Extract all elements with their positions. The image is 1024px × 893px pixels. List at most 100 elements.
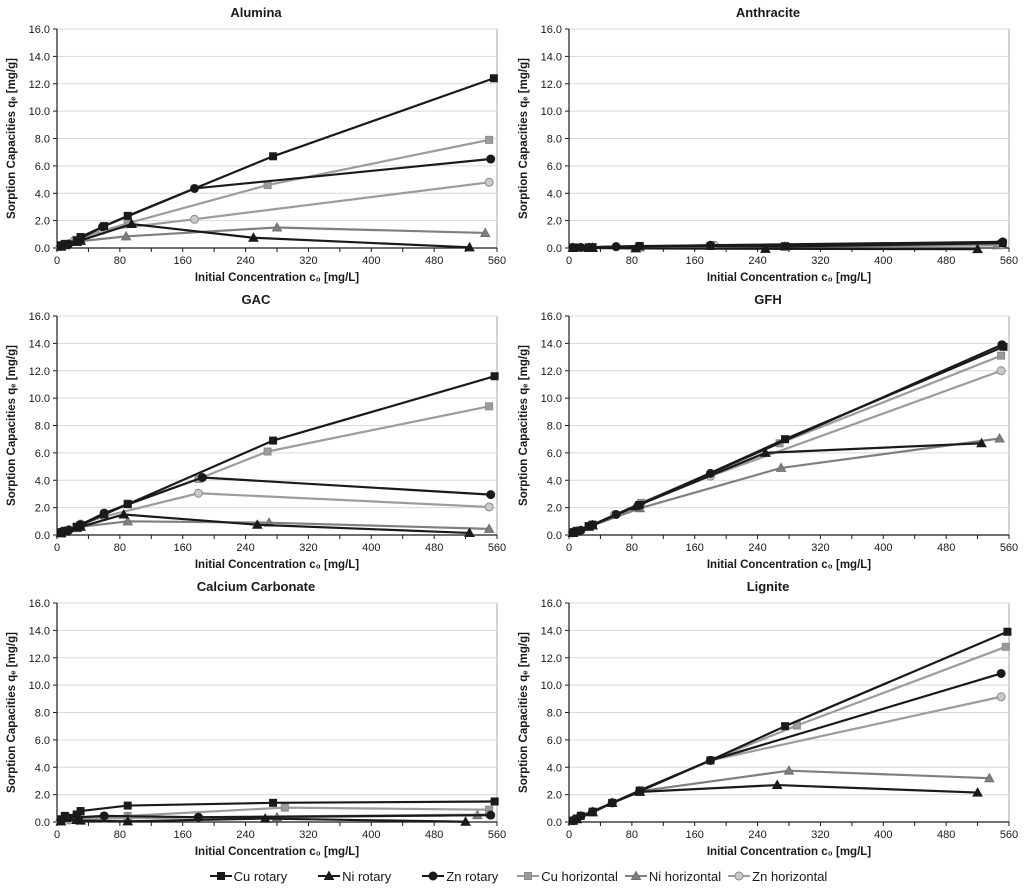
legend-item-cu-rotary: Cu rotary <box>209 869 287 884</box>
y-tick-label: 0.0 <box>35 817 50 829</box>
zn-rotary-marker <box>611 509 621 519</box>
zn-rotary-marker <box>486 490 496 500</box>
cu-horizontal-marker <box>280 803 289 812</box>
ni-rotary-marker <box>248 232 259 242</box>
series-zn-rotary <box>568 237 1008 253</box>
zn-rotary-marker <box>486 154 496 164</box>
x-tick-label: 560 <box>1000 542 1018 554</box>
ni-rotary-marker <box>760 243 771 253</box>
chart-title-calcium-carbonate: Calcium Carbonate <box>196 579 316 594</box>
legend-label-zn-rotary: Zn rotary <box>446 868 499 884</box>
ni-horizontal-marker <box>775 462 787 472</box>
zn-rotary-marker <box>611 242 621 252</box>
series-ni-rotary <box>55 218 475 252</box>
chart-title-anthracite: Anthracite <box>735 5 801 20</box>
series-zn-rotary <box>568 668 1006 826</box>
chart-panel-lignite: Lignite 0.0 2.0 4.0 6.0 8.0 10.0 12.0 14.0 16.0 0… <box>512 574 1024 861</box>
ni-horizontal-marker-icon <box>624 870 647 880</box>
x-tick-label: 80 <box>626 829 638 841</box>
cu-rotary-marker <box>269 152 278 161</box>
cu-horizontal-marker <box>1001 642 1010 651</box>
x-axis-title: Initial Concentration c₀ [mg/L] <box>195 272 359 284</box>
zn-rotary-marker <box>705 240 715 250</box>
x-tick-label: 560 <box>488 255 506 267</box>
zn-rotary-marker <box>607 798 617 808</box>
cu-rotary-marker <box>269 436 278 445</box>
y-tick-label: 0.0 <box>547 817 562 829</box>
y-axis-title: Sorption Capacities qₑ [mg/g] <box>6 58 18 219</box>
ni-rotary-marker <box>464 527 475 537</box>
x-tick-label: 320 <box>811 255 829 267</box>
zn-rotary-marker <box>56 815 66 825</box>
y-tick-label: 6.0 <box>35 448 50 460</box>
ni-rotary-marker <box>771 779 783 790</box>
cu-rotary-marker <box>490 372 499 381</box>
x-axis-title: Initial Concentration c₀ [mg/L] <box>707 272 871 284</box>
ni-rotary-marker <box>252 519 263 529</box>
x-tick-label: 0 <box>54 829 60 841</box>
x-axis: 0 80 160 240 320 400 480 560 <box>566 534 1018 554</box>
zn-rotary-marker <box>705 468 715 478</box>
cu-rotary-marker <box>490 797 499 806</box>
y-axis-title: Sorption Capacities qₑ [mg/g] <box>6 345 18 506</box>
legend-item-ni-horizontal: Ni horizontal <box>624 869 721 884</box>
x-tick-label: 160 <box>686 255 704 267</box>
x-tick-label: 160 <box>686 829 704 841</box>
ni-horizontal-marker <box>984 772 995 783</box>
x-tick-label: 480 <box>937 829 955 841</box>
ni-rotary-marker-icon <box>318 870 341 880</box>
x-tick-label: 320 <box>811 829 829 841</box>
y-tick-label: 0.0 <box>547 530 562 542</box>
ni-horizontal-marker <box>483 523 495 533</box>
y-tick-label: 0.0 <box>35 530 50 542</box>
y-tick-label: 2.0 <box>547 503 562 515</box>
chart-panel-alumina: Alumina 0.0 2.0 4.0 6.0 8.0 10.0 12.0 14.0 16.0 0… <box>0 0 512 287</box>
ni-rotary-marker <box>972 787 983 797</box>
y-tick-label: 14.0 <box>541 625 562 637</box>
legend-label-ni-horizontal: Ni horizontal <box>648 868 722 884</box>
cu-rotary-marker <box>489 74 498 83</box>
x-tick-label: 480 <box>937 542 955 554</box>
y-tick-label: 16.0 <box>541 311 562 323</box>
cu-rotary-marker-icon-glyph <box>216 872 225 880</box>
y-tick-label: 12.0 <box>541 653 562 665</box>
zn-horizontal-marker <box>484 177 494 187</box>
x-tick-label: 0 <box>54 255 60 267</box>
y-tick-label: 6.0 <box>35 161 50 173</box>
y-axis: 0.0 2.0 4.0 6.0 8.0 10.0 12.0 14.0 16.0 <box>541 311 570 542</box>
zn-rotary-marker <box>568 527 578 537</box>
x-tick-label: 560 <box>488 542 506 554</box>
x-tick-label: 0 <box>54 542 60 554</box>
y-tick-label: 10.0 <box>541 106 562 118</box>
y-tick-label: 8.0 <box>547 421 562 433</box>
zn-rotary-marker <box>576 525 586 535</box>
y-axis-title: Sorption Capacities qₑ [mg/g] <box>518 345 530 506</box>
gridlines <box>568 602 1010 823</box>
x-tick-label: 320 <box>299 255 317 267</box>
ni-horizontal-marker <box>994 432 1005 443</box>
chart-plot-lignite: 0.0 2.0 4.0 6.0 8.0 10.0 12.0 14.0 16.0 0 80 160 240… <box>518 598 1018 858</box>
figure-grid: Alumina 0.0 2.0 4.0 6.0 8.0 10.0 12.0 14.0 16.0 0… <box>0 0 1024 861</box>
ni-rotary-marker <box>976 437 987 448</box>
legend-item-cu-horizontal: Cu horizontal <box>516 869 618 884</box>
x-axis-title: Initial Concentration c₀ [mg/L] <box>707 846 871 858</box>
zn-rotary-marker <box>99 811 109 821</box>
x-tick-label: 0 <box>566 829 572 841</box>
x-tick-label: 80 <box>114 255 126 267</box>
zn-rotary-marker <box>197 473 207 483</box>
chart-plot-gfh: 0.0 2.0 4.0 6.0 8.0 10.0 12.0 14.0 16.0 0 80 160 240… <box>518 311 1018 571</box>
zn-rotary-marker <box>576 242 586 252</box>
ni-rotary-marker-icon-glyph <box>323 870 335 880</box>
y-tick-label: 2.0 <box>35 503 50 515</box>
ni-rotary-marker <box>760 447 771 457</box>
chart-panel-gfh: GFH 0.0 2.0 4.0 6.0 8.0 10.0 12.0 14.0 16.0 0 80 16… <box>512 287 1024 574</box>
zn-rotary-marker <box>568 243 578 253</box>
cu-horizontal-marker-icon <box>517 872 540 880</box>
zn-rotary-marker <box>190 183 199 193</box>
y-tick-label: 10.0 <box>541 393 562 405</box>
x-axis-title: Initial Concentration c₀ [mg/L] <box>195 846 359 858</box>
x-tick-label: 320 <box>299 829 317 841</box>
zn-rotary-marker <box>56 241 66 251</box>
y-axis-title: Sorption Capacities qₑ [mg/g] <box>518 58 530 219</box>
x-tick-label: 400 <box>362 829 380 841</box>
